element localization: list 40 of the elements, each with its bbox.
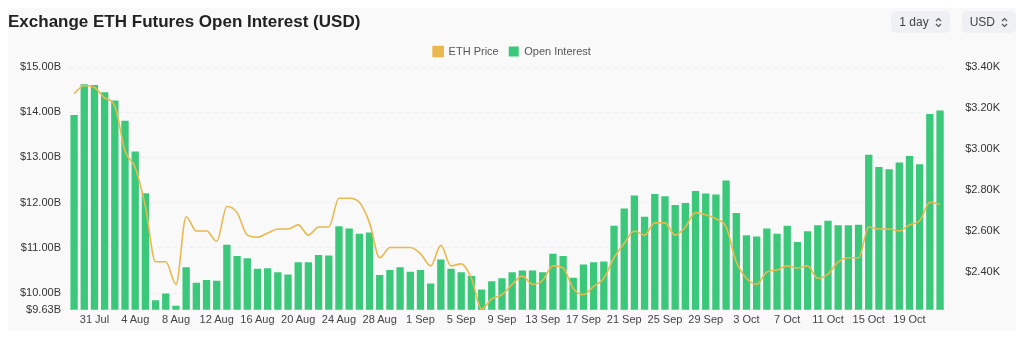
x-tick-label: 12 Aug [199, 313, 234, 326]
x-tick-label: 29 Sep [688, 313, 724, 326]
y-tick-label: $13.00B [20, 150, 61, 163]
y-tick-label: $10.00B [20, 286, 61, 299]
y-tick-label: $15.00B [20, 60, 61, 73]
x-tick-label: 9 Sep [487, 313, 517, 326]
x-tick-label: 1 Sep [406, 313, 435, 326]
legend-label: ETH Price [448, 44, 499, 57]
y2-tick-label: $2.80K [965, 183, 1001, 196]
y-tick-label: $11.00B [20, 240, 61, 253]
x-tick-label: 31 Jul [79, 313, 110, 326]
y2-tick-label: $3.00K [965, 142, 1001, 155]
x-tick-label: 7 Oct [774, 313, 801, 326]
x-tick-label: 19 Oct [893, 313, 926, 326]
y2-tick-label: $2.40K [965, 265, 1001, 278]
y2-tick-label: $3.20K [965, 101, 1001, 114]
legend-label: Open Interest [524, 44, 591, 57]
x-tick-label: 13 Sep [525, 313, 561, 326]
y-tick-label: $14.00B [20, 105, 61, 118]
x-tick-label: 4 Aug [121, 313, 150, 326]
x-tick-label: 16 Aug [240, 313, 275, 326]
x-tick-label: 11 Oct [812, 313, 844, 326]
text: 1 day [899, 15, 929, 29]
x-tick-label: 21 Sep [606, 313, 642, 326]
y2-tick-label: $3.40K [965, 60, 1001, 73]
x-tick-label: 20 Aug [281, 313, 316, 326]
x-tick-label: 28 Aug [362, 313, 397, 326]
chart-title: Exchange ETH Futures Open Interest (USD) [8, 12, 362, 32]
x-tick-label: 8 Aug [161, 313, 191, 326]
x-tick-label: 15 Oct [852, 313, 885, 326]
x-tick-label: 24 Aug [321, 313, 357, 326]
x-tick-label: 17 Sep [566, 313, 601, 326]
x-tick-label: 3 Oct [733, 313, 760, 326]
x-tick-label: 5 Sep [446, 313, 476, 326]
x-tick-label: 25 Sep [647, 313, 683, 326]
text: USD [969, 15, 995, 29]
line-series [73, 84, 941, 310]
y-tick-label: $12.00B [20, 195, 61, 208]
y-tick-label: $9.63B [26, 302, 61, 315]
y2-tick-label: $2.60K [965, 224, 1001, 237]
